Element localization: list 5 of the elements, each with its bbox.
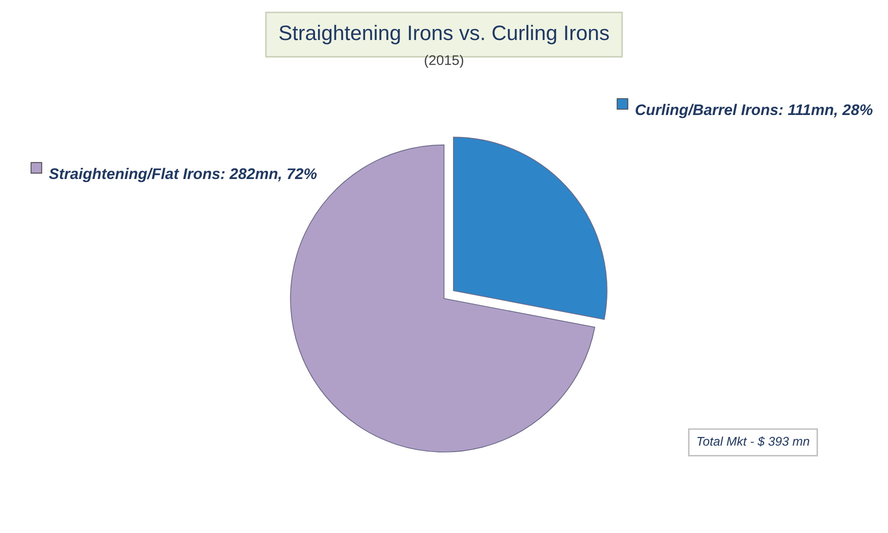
chart-subtitle: (2015) <box>424 54 464 68</box>
chart-title: Straightening Irons vs. Curling Irons <box>279 24 609 44</box>
legend-label: Straightening/Flat Irons: 282mn, 72% <box>49 168 317 182</box>
text: Total Mkt - $ 393 mn <box>697 436 810 446</box>
legend-label: Curling/Barrel Irons: 111mn, 28% <box>636 104 873 118</box>
